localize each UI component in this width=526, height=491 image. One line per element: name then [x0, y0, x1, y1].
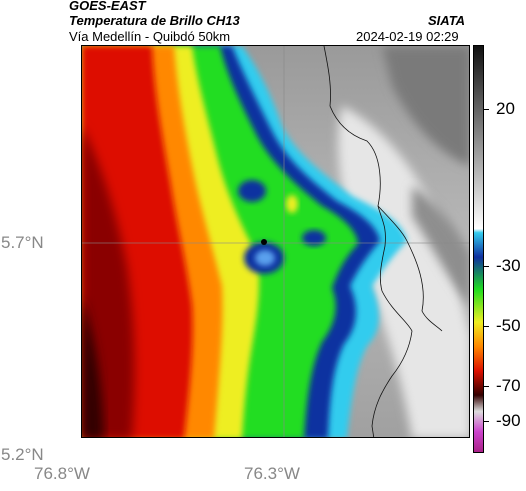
colorbar-gradient [474, 46, 483, 452]
product-title: Temperatura de Brillo CH13 [69, 13, 240, 28]
lon-label-76-3W: 76.3°W [244, 464, 300, 483]
colorbar-label-minus30: -30 [496, 256, 521, 275]
colorbar-label-minus90: -90 [496, 411, 521, 430]
region-subtitle: Vía Medellín - Quibdó 50km [69, 29, 231, 44]
lon-label-76-8W: 76.8°W [34, 464, 90, 483]
datetime-label: 2024-02-19 02:29 [356, 29, 459, 44]
brightness-temperature-map [81, 45, 470, 438]
source-label: SIATA [428, 13, 466, 28]
cb-tick [484, 109, 489, 110]
colorbar [473, 45, 484, 453]
map-image [82, 46, 469, 437]
cb-tick [484, 326, 489, 327]
colorbar-label-20: 20 [496, 99, 515, 118]
colorbar-label-minus70: -70 [496, 376, 521, 395]
satellite-title: GOES-EAST [69, 0, 146, 13]
cb-tick [484, 266, 489, 267]
cb-tick [484, 386, 489, 387]
lat-label-5-2N: 5.2°N [1, 445, 44, 464]
colorbar-label-minus50: -50 [496, 316, 521, 335]
lat-label-5-7N: 5.7°N [1, 233, 44, 252]
cb-tick [484, 421, 489, 422]
